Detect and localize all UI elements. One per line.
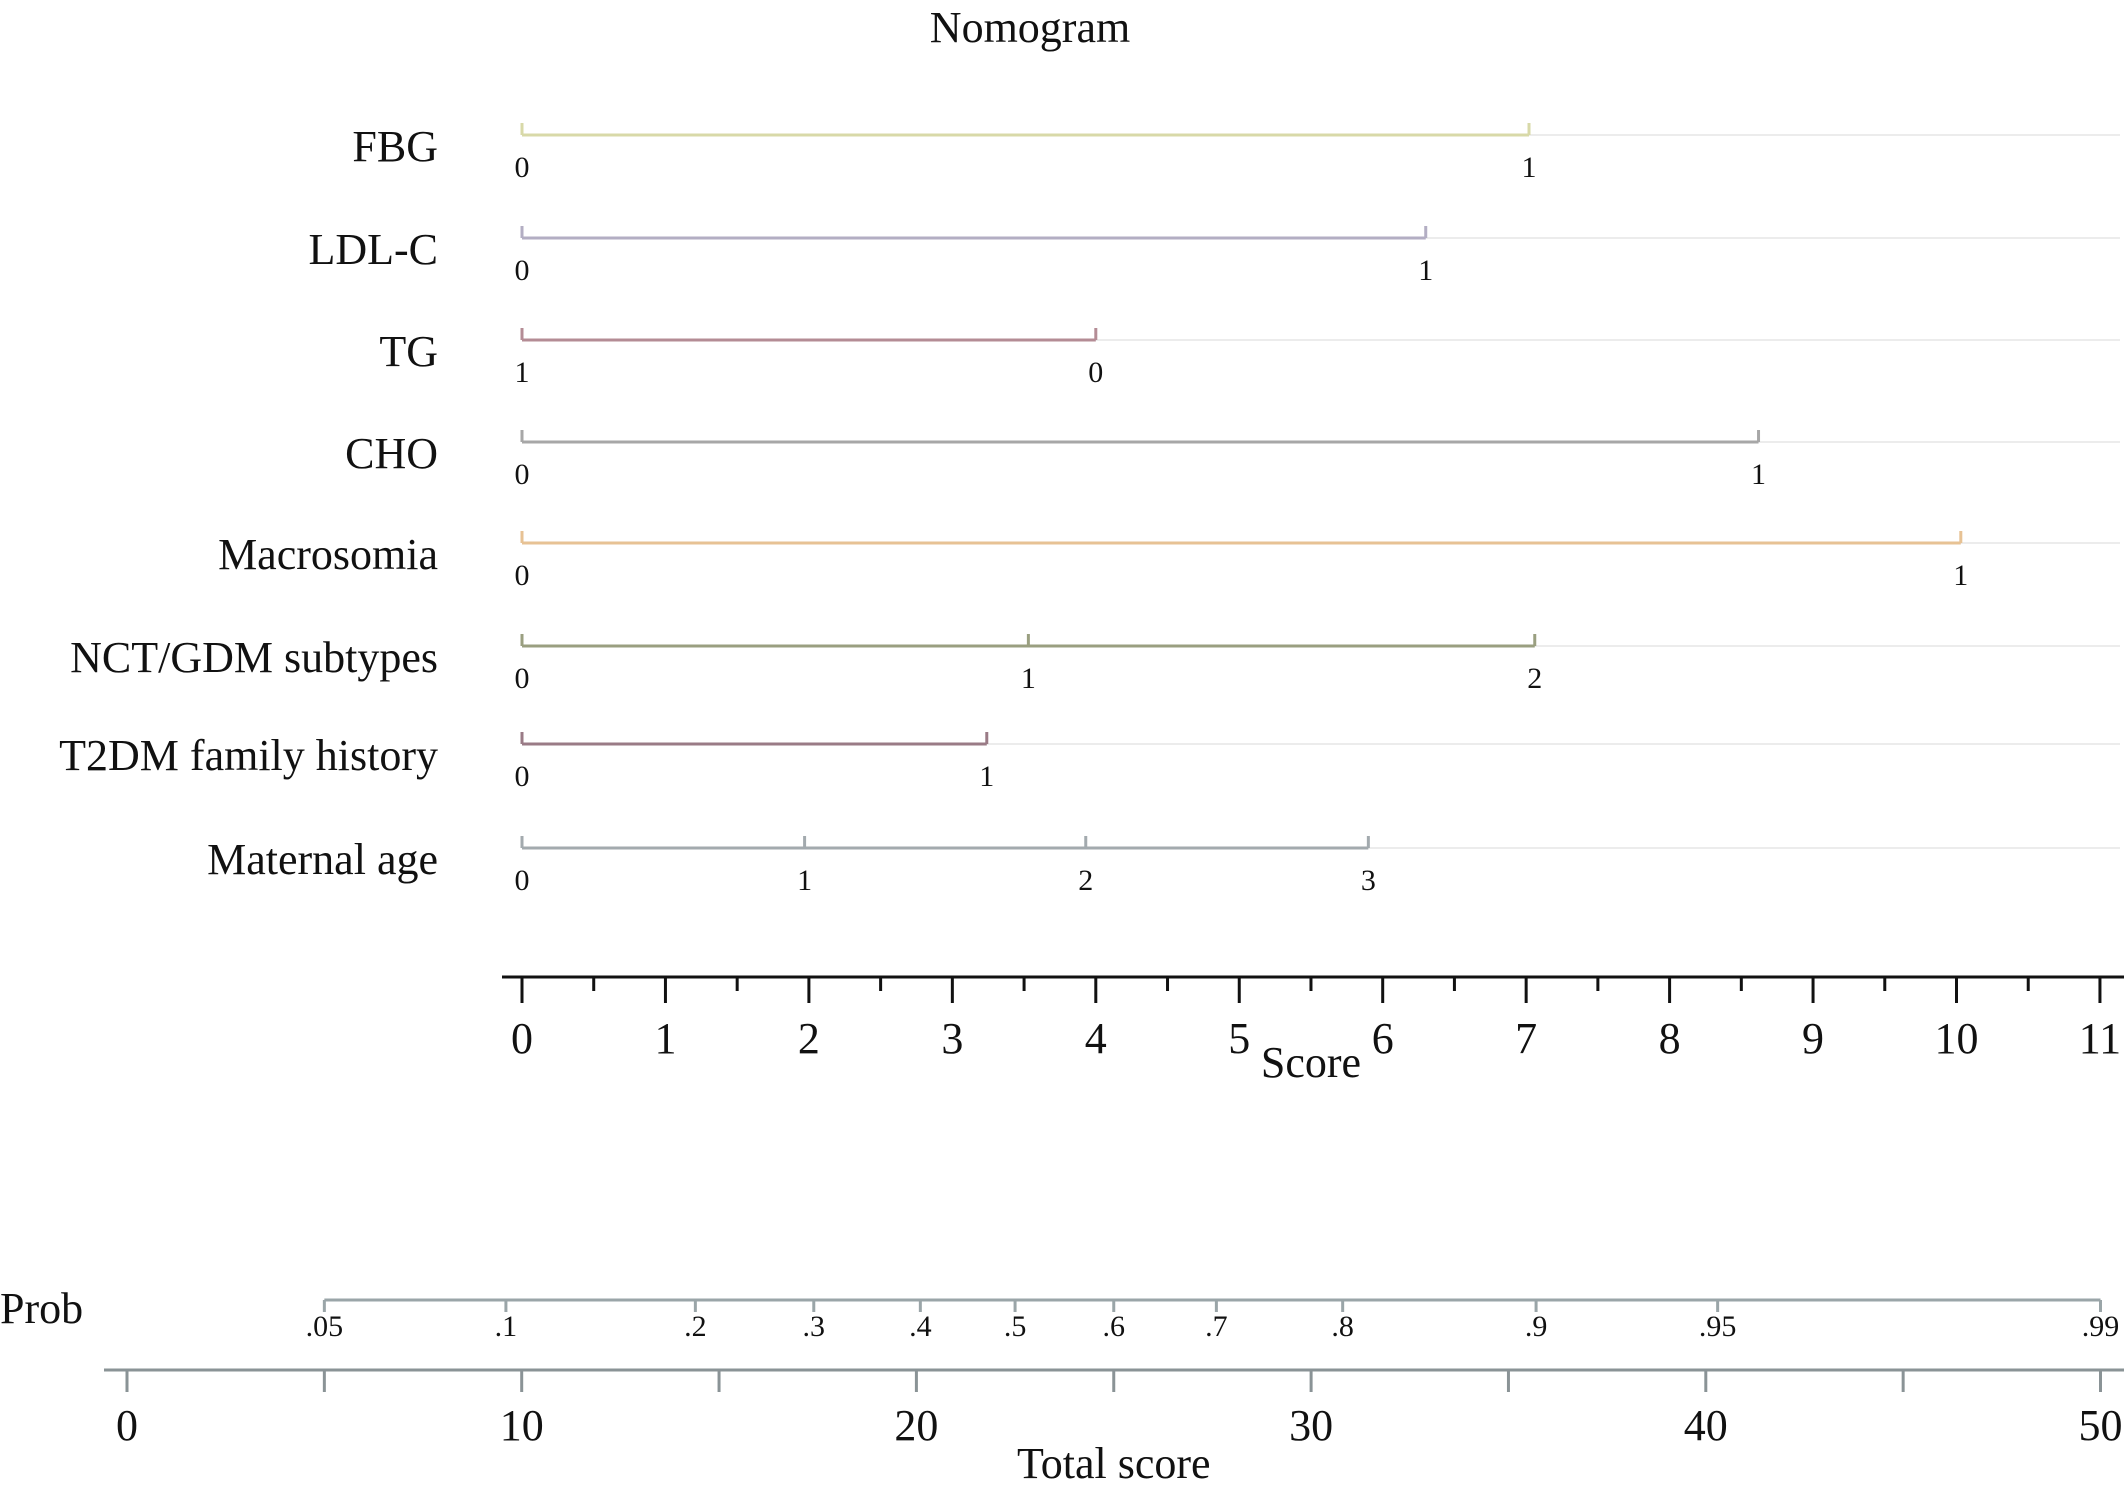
point-label-fbg-1: 1 bbox=[1522, 151, 1537, 184]
label-macrosomia: Macrosomia bbox=[218, 530, 438, 579]
point-label-maternal-age-1: 1 bbox=[797, 864, 812, 897]
point-label-maternal-age-3: 3 bbox=[1361, 864, 1376, 897]
score-tick-label-3: 3 bbox=[941, 1014, 963, 1063]
score-tick-label-0: 0 bbox=[511, 1014, 533, 1063]
point-label-maternal-age-0: 0 bbox=[515, 864, 530, 897]
total-tick-label-3: 30 bbox=[1289, 1401, 1333, 1450]
prob-tick-label-2: .2 bbox=[684, 1310, 707, 1343]
row-tg: TG 1 0 bbox=[379, 327, 2120, 389]
point-label-nct-gdm-subtypes-0: 0 bbox=[515, 662, 530, 695]
point-label-fbg-0: 0 bbox=[515, 151, 530, 184]
total-axis-title: Total score bbox=[1017, 1439, 1211, 1488]
score-tick-label-7: 7 bbox=[1515, 1014, 1537, 1063]
chart-title: Nomogram bbox=[930, 3, 1130, 52]
prob-axis: Prob .05 .1 .2 .3 .4 .5 .6 .7 .8 .9 .95 .99 bbox=[0, 1284, 2119, 1343]
label-maternal-age: Maternal age bbox=[207, 835, 438, 884]
label-cho: CHO bbox=[345, 429, 438, 478]
prob-tick-label-0: .05 bbox=[306, 1310, 344, 1343]
total-tick-label-5: 50 bbox=[2079, 1401, 2123, 1450]
prob-tick-label-8: .8 bbox=[1331, 1310, 1354, 1343]
point-label-macrosomia-0: 0 bbox=[515, 559, 530, 592]
total-tick-label-4: 40 bbox=[1684, 1401, 1728, 1450]
prob-tick-label-1: .1 bbox=[495, 1310, 518, 1343]
score-tick-label-1: 1 bbox=[654, 1014, 676, 1063]
point-label-tg-1: 0 bbox=[1088, 356, 1103, 389]
prob-tick-label-6: .6 bbox=[1103, 1310, 1126, 1343]
score-axis: 0 1 2 3 4 5 6 7 8 9 10 11 Score bbox=[502, 975, 2124, 1087]
point-label-ldl-c-1: 1 bbox=[1418, 254, 1433, 287]
row-nct-gdm-subtypes: NCT/GDM subtypes 0 1 2 bbox=[70, 633, 2120, 695]
total-tick-label-1: 10 bbox=[500, 1401, 544, 1450]
point-label-ldl-c-0: 0 bbox=[515, 254, 530, 287]
point-label-tg-0: 1 bbox=[515, 356, 530, 389]
label-nct-gdm-subtypes: NCT/GDM subtypes bbox=[70, 633, 438, 682]
row-t2dm-family-history: T2DM family history 0 1 bbox=[59, 731, 2120, 793]
label-fbg: FBG bbox=[352, 122, 438, 171]
score-tick-label-10: 10 bbox=[1935, 1014, 1979, 1063]
total-score-axis: 0 10 20 30 40 50 Total score bbox=[104, 1368, 2124, 1488]
prob-tick-label-11: .99 bbox=[2082, 1310, 2120, 1343]
total-tick-label-0: 0 bbox=[116, 1401, 138, 1450]
point-label-macrosomia-1: 1 bbox=[1953, 559, 1968, 592]
label-ldl-c: LDL-C bbox=[308, 225, 438, 274]
point-label-nct-gdm-subtypes-1: 1 bbox=[1021, 662, 1036, 695]
row-ldl-c: LDL-C 0 1 bbox=[308, 225, 2120, 287]
row-macrosomia: Macrosomia 0 1 bbox=[218, 530, 2120, 592]
score-tick-label-5: 5 bbox=[1228, 1014, 1250, 1063]
score-tick-label-4: 4 bbox=[1085, 1014, 1107, 1063]
prob-tick-label-9: .9 bbox=[1525, 1310, 1548, 1343]
row-cho: CHO 0 1 bbox=[345, 429, 2120, 491]
score-tick-label-9: 9 bbox=[1802, 1014, 1824, 1063]
row-maternal-age: Maternal age 0 1 2 3 bbox=[207, 835, 2120, 897]
score-tick-label-6: 6 bbox=[1372, 1014, 1394, 1063]
label-t2dm-family-history: T2DM family history bbox=[59, 731, 438, 780]
prob-axis-title: Prob bbox=[0, 1284, 83, 1333]
point-label-t2dm-family-history-1: 1 bbox=[979, 760, 994, 793]
score-axis-title: Score bbox=[1261, 1038, 1361, 1087]
point-label-maternal-age-2: 2 bbox=[1078, 864, 1093, 897]
point-label-t2dm-family-history-0: 0 bbox=[515, 760, 530, 793]
prob-tick-label-3: .3 bbox=[803, 1310, 826, 1343]
prob-tick-label-10: .95 bbox=[1699, 1310, 1737, 1343]
row-fbg: FBG 0 1 bbox=[352, 122, 2120, 184]
point-label-cho-0: 0 bbox=[515, 458, 530, 491]
prob-tick-label-5: .5 bbox=[1004, 1310, 1027, 1343]
prob-tick-label-7: .7 bbox=[1205, 1310, 1228, 1343]
total-tick-label-2: 20 bbox=[894, 1401, 938, 1450]
point-label-cho-1: 1 bbox=[1751, 458, 1766, 491]
label-tg: TG bbox=[379, 327, 438, 376]
score-tick-label-2: 2 bbox=[798, 1014, 820, 1063]
point-label-nct-gdm-subtypes-2: 2 bbox=[1527, 662, 1542, 695]
prob-tick-label-4: .4 bbox=[909, 1310, 932, 1343]
score-tick-label-8: 8 bbox=[1659, 1014, 1681, 1063]
score-tick-label-11: 11 bbox=[2079, 1014, 2121, 1063]
